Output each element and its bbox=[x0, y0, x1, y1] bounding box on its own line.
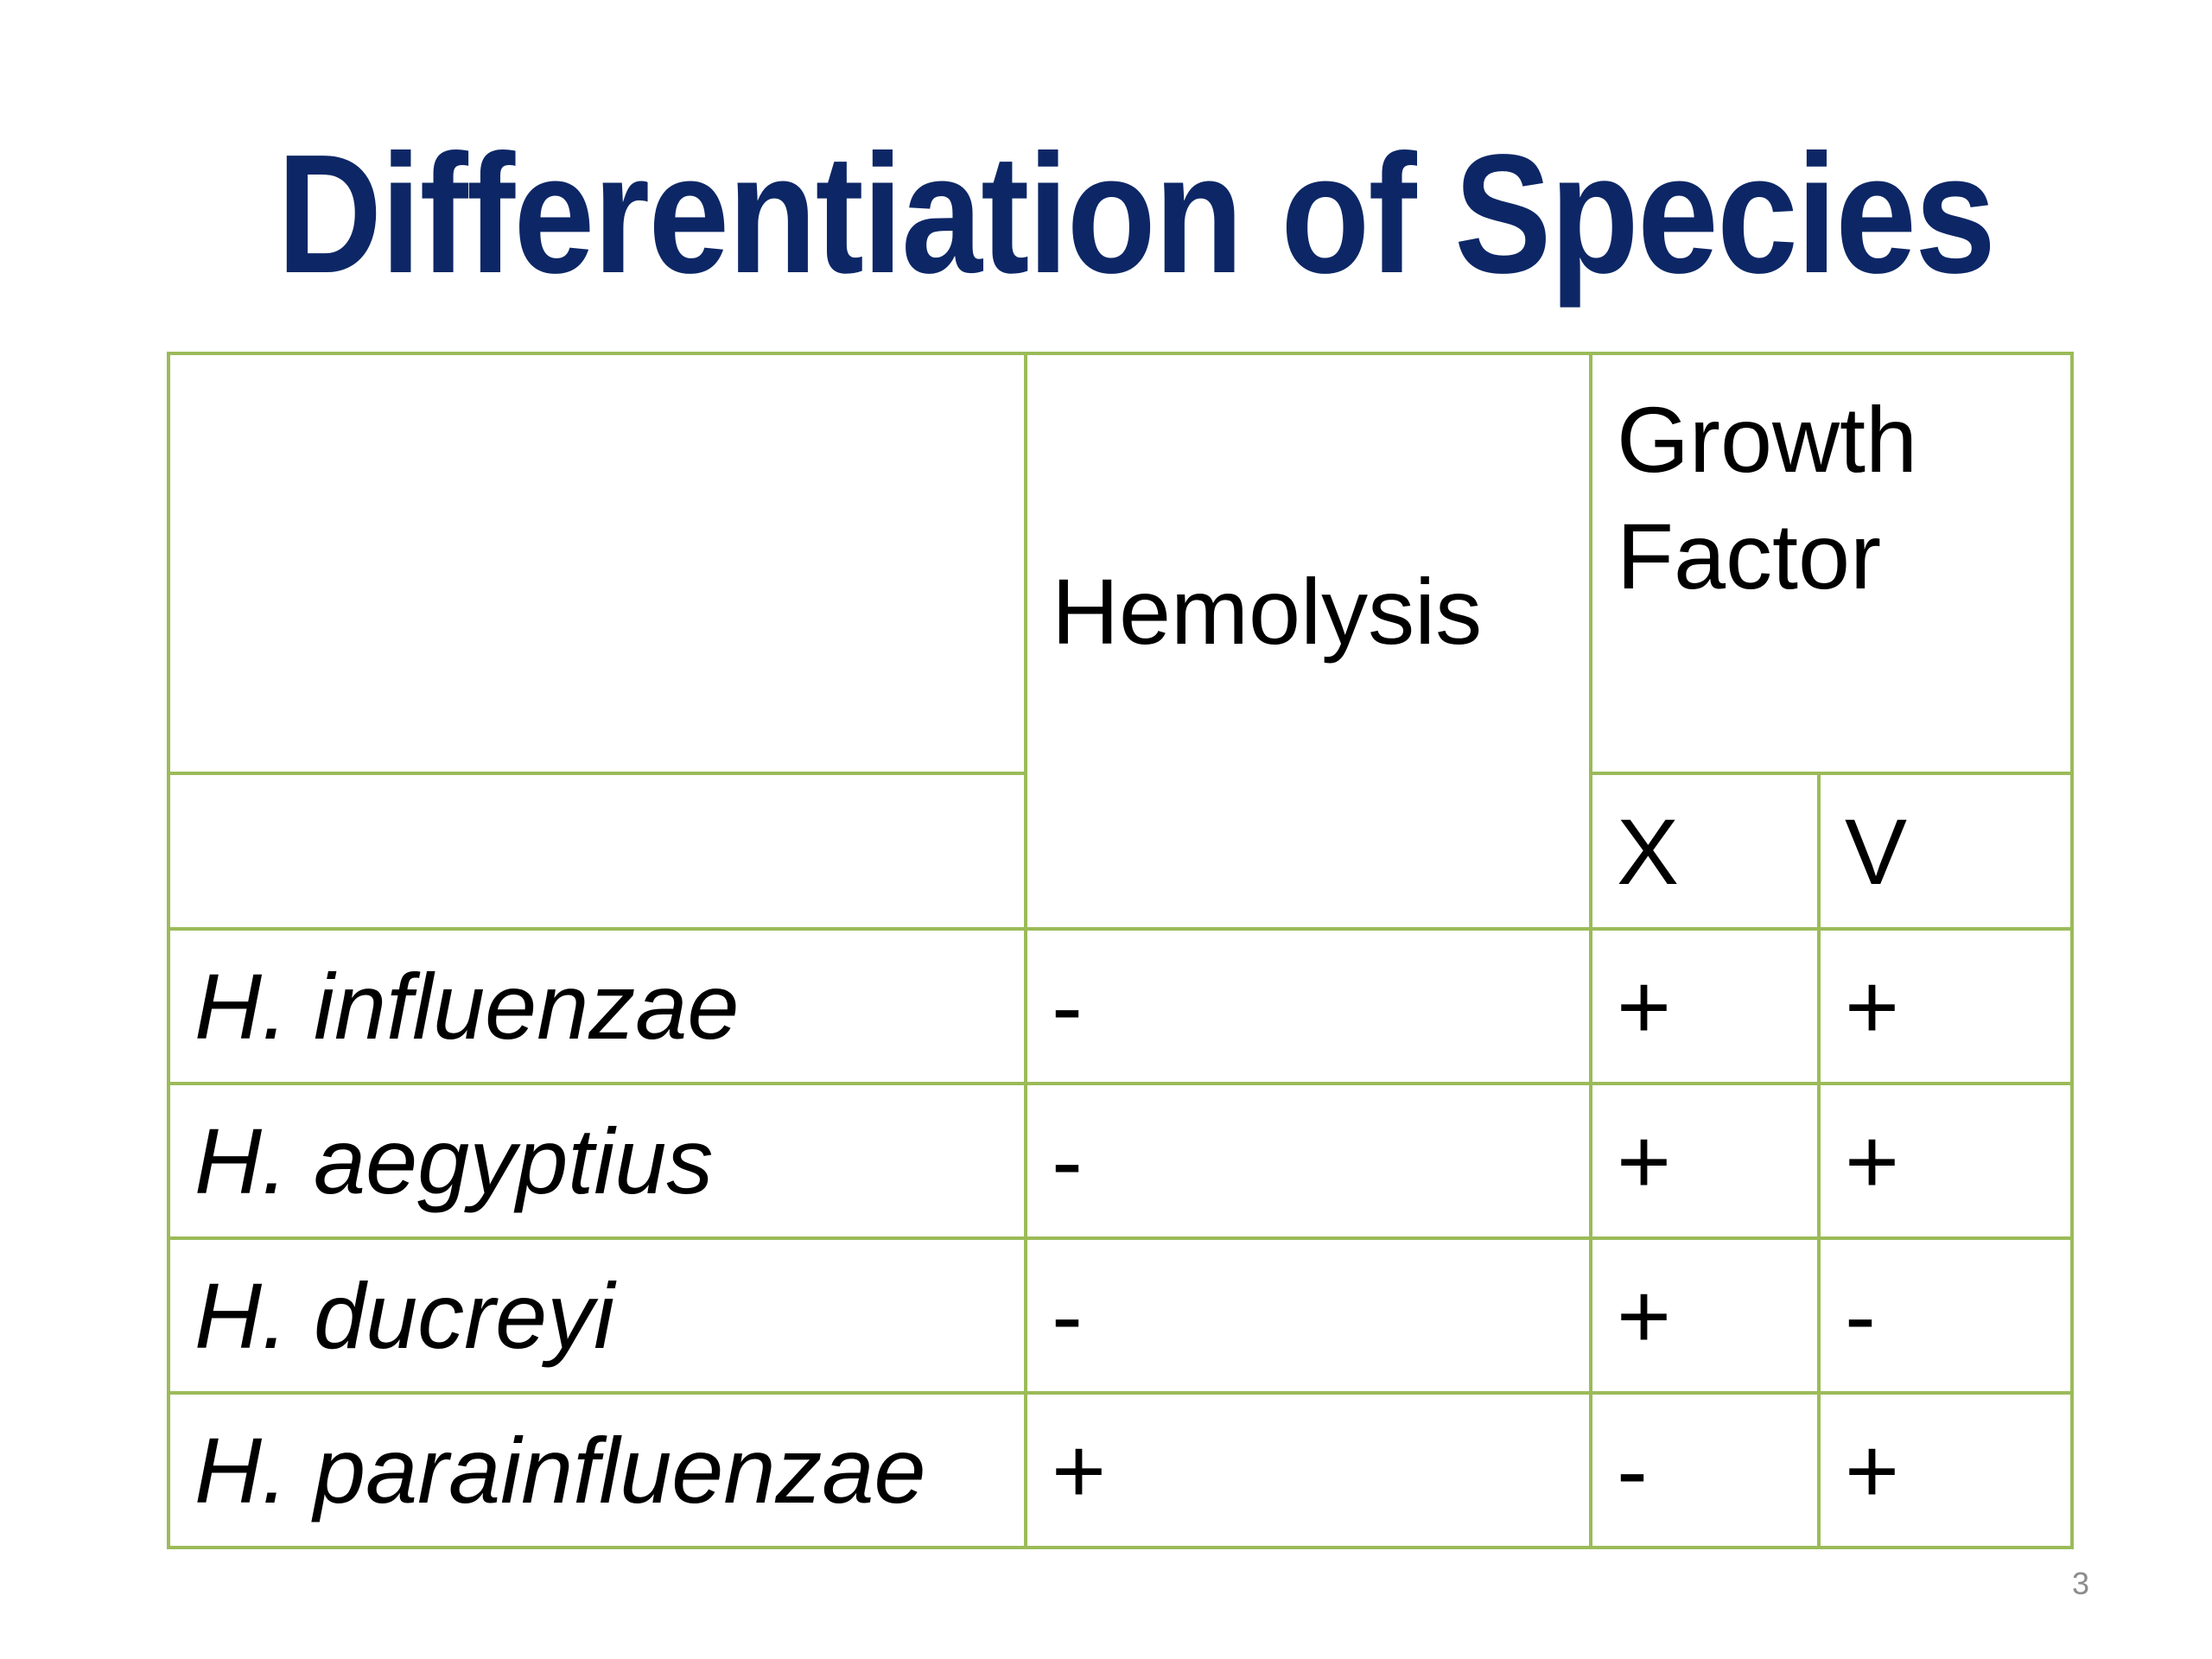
page-number: 3 bbox=[2072, 1566, 2090, 1601]
growth-factor-header: Growth Factor bbox=[1588, 352, 2075, 775]
species-cell: H. aegyptius bbox=[167, 1082, 1027, 1240]
table-row: H. aegyptius - + + bbox=[167, 1082, 2075, 1240]
species-cell: H. ducreyi bbox=[167, 1236, 1027, 1395]
v-factor-cell: - bbox=[1816, 1236, 2075, 1395]
table-row: H. influenzae - + + bbox=[167, 927, 2075, 1085]
v-factor-cell: + bbox=[1816, 1082, 2075, 1240]
species-name: H. influenzae bbox=[194, 954, 740, 1058]
x-factor-cell: + bbox=[1589, 927, 1821, 1085]
table-row: H. parainfluenzae + - + bbox=[167, 1391, 2075, 1549]
table-row: H. ducreyi - + - bbox=[167, 1236, 2075, 1395]
species-differentiation-table: Hemolysis Growth Factor X V H. influenza… bbox=[167, 352, 2075, 1549]
x-factor-cell: - bbox=[1589, 1391, 1821, 1549]
hemolysis-cell: - bbox=[1024, 1236, 1592, 1395]
species-name: H. parainfluenzae bbox=[194, 1418, 926, 1522]
species-name: H. aegyptius bbox=[194, 1109, 714, 1213]
table-subheader-row: X V bbox=[167, 772, 2075, 931]
hemolysis-cell: + bbox=[1024, 1391, 1592, 1549]
species-name: H. ducreyi bbox=[194, 1263, 615, 1368]
growth-factor-label-line1: Growth bbox=[1617, 387, 1918, 492]
growth-factor-label-line2: Factor bbox=[1617, 504, 1882, 608]
hemolysis-cell: - bbox=[1024, 1082, 1592, 1240]
x-factor-header: X bbox=[1589, 772, 1821, 931]
empty-subheader-cell bbox=[167, 772, 1027, 931]
empty-header-cell bbox=[167, 352, 1027, 775]
table-header-row: Hemolysis Growth Factor bbox=[167, 352, 2075, 931]
hemolysis-header: Hemolysis bbox=[1024, 352, 1592, 931]
species-cell: H. parainfluenzae bbox=[167, 1391, 1027, 1549]
slide-title: Differentiation of Species bbox=[276, 119, 1996, 308]
hemolysis-header-label: Hemolysis bbox=[1052, 558, 1483, 664]
x-factor-cell: + bbox=[1589, 1082, 1821, 1240]
hemolysis-cell: - bbox=[1024, 927, 1592, 1085]
v-factor-cell: + bbox=[1816, 1391, 2075, 1549]
v-factor-header: V bbox=[1816, 772, 2075, 931]
v-factor-cell: + bbox=[1816, 927, 2075, 1085]
species-cell: H. influenzae bbox=[167, 927, 1027, 1085]
x-factor-cell: + bbox=[1589, 1236, 1821, 1395]
